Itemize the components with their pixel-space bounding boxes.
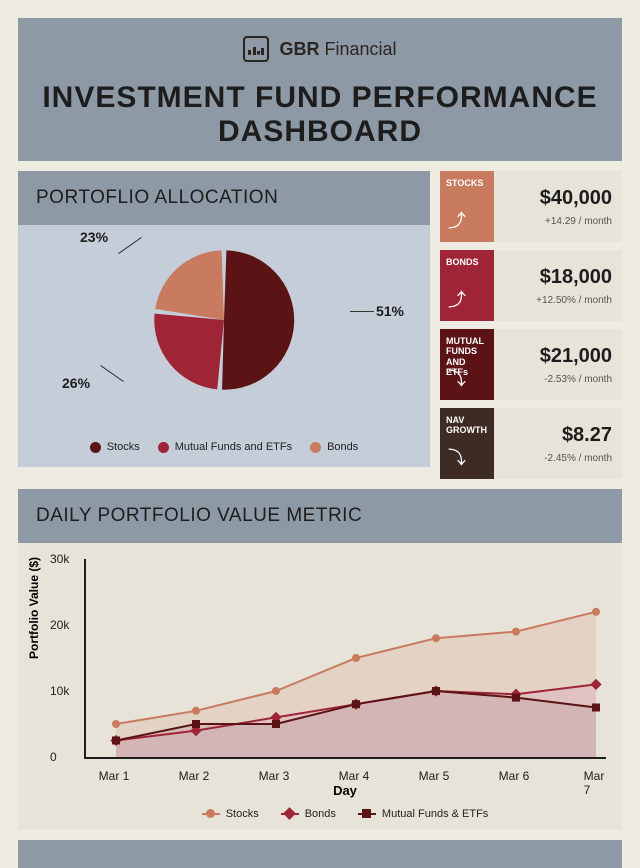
brand-light: Financial bbox=[324, 39, 396, 59]
pie-svg bbox=[139, 235, 309, 405]
legend-item: Stocks bbox=[90, 441, 140, 453]
summary-card: STOCKS ⤴ $40,000 +14.29 / month bbox=[440, 171, 622, 242]
card-sub: +12.50% / month bbox=[536, 295, 612, 306]
x-tick: Mar 2 bbox=[179, 769, 210, 783]
series-marker bbox=[512, 694, 520, 702]
pie-slice bbox=[155, 250, 224, 320]
card-tag: STOCKS ⤴ bbox=[440, 171, 494, 242]
card-value: $40,000 bbox=[540, 187, 612, 210]
y-tick: 10k bbox=[50, 684, 69, 698]
legend-swatch bbox=[310, 442, 321, 453]
series-marker bbox=[272, 720, 280, 728]
arrow-up-icon: ⤴ bbox=[448, 211, 466, 232]
x-tick: Mar 7 bbox=[584, 769, 605, 797]
brand-text: GBR Financial bbox=[279, 39, 396, 60]
series-marker bbox=[192, 720, 200, 728]
card-sub: -2.53% / month bbox=[544, 374, 612, 385]
series-marker bbox=[592, 704, 600, 712]
legend-item: Stocks bbox=[202, 808, 259, 820]
pie-label-51: 51% bbox=[376, 303, 404, 319]
x-tick: Mar 5 bbox=[419, 769, 450, 783]
summary-card: MUTUAL FUNDS AND ETFs ⤵ $21,000 -2.53% /… bbox=[440, 329, 622, 400]
series-marker bbox=[592, 608, 600, 616]
summary-cards: STOCKS ⤴ $40,000 +14.29 / month BONDS ⤴ … bbox=[440, 171, 622, 479]
arrow-up-icon: ⤴ bbox=[448, 290, 466, 311]
series-marker bbox=[112, 737, 120, 745]
legend-swatch bbox=[90, 442, 101, 453]
summary-card: NAV GROWTH ⤵ $8.27 -2.45% / month bbox=[440, 408, 622, 479]
x-tick: Mar 6 bbox=[499, 769, 530, 783]
legend-swatch bbox=[158, 442, 169, 453]
line-chart: Portfolio Value ($) 0 10k 20k 30k Mar 1 Mar 2… bbox=[18, 543, 622, 830]
line-legend: Stocks Bonds Mutual Funds & ETFs bbox=[84, 808, 606, 824]
card-body: $21,000 -2.53% / month bbox=[494, 329, 622, 400]
page-title: INVESTMENT FUND PERFORMANCE DASHBOARD bbox=[18, 81, 622, 149]
x-axis-label: Day bbox=[84, 783, 606, 798]
arrow-down-icon: ⤵ bbox=[448, 448, 466, 469]
pie-chart: 51% 26% 23% Stocks Mutual Funds and ETFs B… bbox=[18, 225, 430, 467]
x-tick: Mar 4 bbox=[339, 769, 370, 783]
pie-label-26: 26% bbox=[62, 375, 90, 391]
legend-item: Bonds bbox=[310, 441, 358, 453]
arrow-down-icon: ⤵ bbox=[448, 369, 466, 390]
series-marker bbox=[512, 628, 520, 636]
card-value: $18,000 bbox=[540, 266, 612, 289]
card-body: $8.27 -2.45% / month bbox=[494, 408, 622, 479]
card-body: $40,000 +14.29 / month bbox=[494, 171, 622, 242]
series-marker bbox=[192, 707, 200, 715]
series-marker bbox=[112, 720, 120, 728]
page-header: GBR Financial INVESTMENT FUND PERFORMANC… bbox=[18, 18, 622, 161]
summary-card: BONDS ⤴ $18,000 +12.50% / month bbox=[440, 250, 622, 321]
y-axis-label: Portfolio Value ($) bbox=[27, 557, 41, 659]
series-marker bbox=[432, 687, 440, 695]
card-tag: NAV GROWTH ⤵ bbox=[440, 408, 494, 479]
legend-item: Bonds bbox=[281, 808, 336, 820]
card-sub: +14.29 / month bbox=[545, 216, 612, 227]
line-svg bbox=[86, 559, 606, 757]
brand: GBR Financial bbox=[243, 36, 396, 62]
card-tag: BONDS ⤴ bbox=[440, 250, 494, 321]
series-marker bbox=[272, 687, 280, 695]
card-sub: -2.45% / month bbox=[544, 453, 612, 464]
series-marker bbox=[432, 634, 440, 642]
pie-slice bbox=[154, 314, 224, 390]
card-tag: MUTUAL FUNDS AND ETFs ⤵ bbox=[440, 329, 494, 400]
pie-slice bbox=[222, 250, 294, 389]
allocation-header: PORTOFLIO ALLOCATION bbox=[18, 171, 430, 225]
card-body: $18,000 +12.50% / month bbox=[494, 250, 622, 321]
series-marker bbox=[352, 654, 360, 662]
x-tick: Mar 1 bbox=[99, 769, 130, 783]
line-chart-header: DAILY PORTFOLIO VALUE METRIC bbox=[18, 489, 622, 543]
card-value: $21,000 bbox=[540, 345, 612, 368]
x-tick: Mar 3 bbox=[259, 769, 290, 783]
brand-bold: GBR bbox=[279, 39, 319, 59]
y-tick: 0 bbox=[50, 750, 57, 764]
pie-label-23: 23% bbox=[80, 229, 108, 245]
footer-bar bbox=[18, 840, 622, 868]
series-marker bbox=[352, 700, 360, 708]
card-value: $8.27 bbox=[562, 424, 612, 447]
y-tick: 30k bbox=[50, 552, 69, 566]
legend-item: Mutual Funds & ETFs bbox=[358, 808, 488, 820]
pie-legend: Stocks Mutual Funds and ETFs Bonds bbox=[18, 441, 430, 453]
brand-logo-icon bbox=[243, 36, 269, 62]
y-tick: 20k bbox=[50, 618, 69, 632]
legend-item: Mutual Funds and ETFs bbox=[158, 441, 292, 453]
